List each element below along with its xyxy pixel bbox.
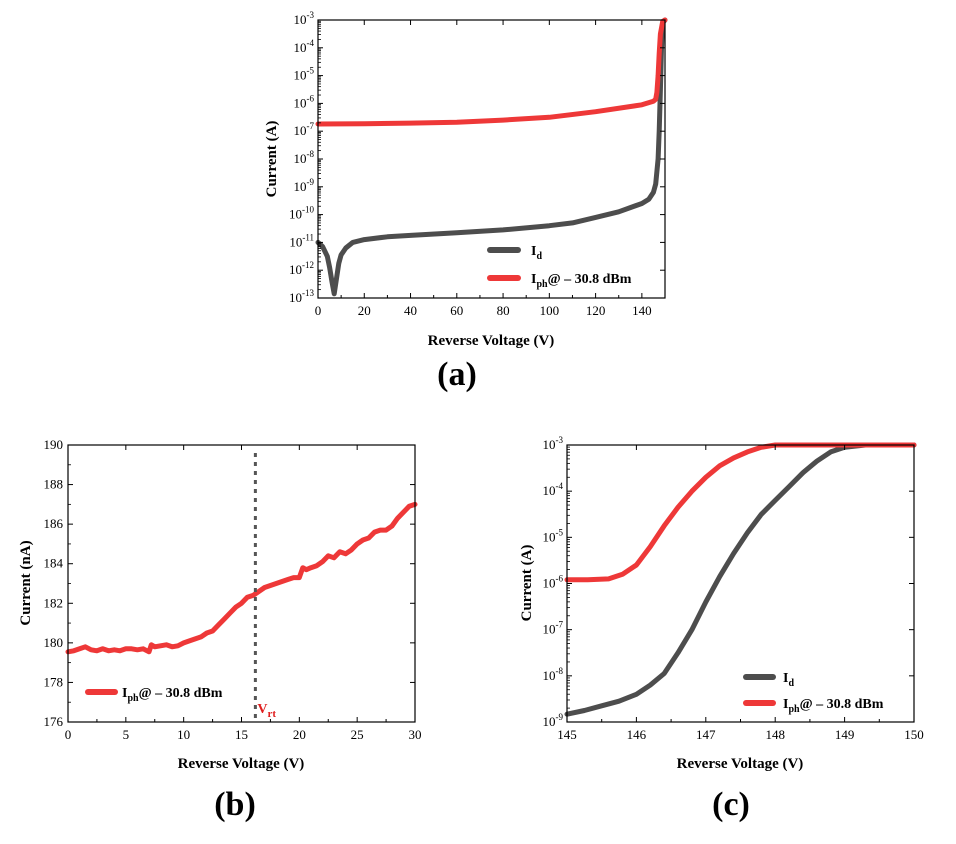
panel-b-ylabel: Current (nA) — [18, 540, 34, 625]
y-tick-label: 10-6 — [543, 574, 564, 591]
x-tick-label: 120 — [586, 303, 606, 318]
panel-c-legend: Id Iph@ – 30.8 dBm — [743, 671, 884, 715]
x-tick-label: 20 — [358, 303, 371, 318]
legend-label-iph: Iph@ – 30.8 dBm — [783, 697, 884, 715]
legend-label-iph: Iph@ – 30.8 dBm — [122, 686, 223, 704]
y-tick-label: 10-9 — [294, 177, 315, 194]
y-tick-label: 10-7 — [543, 620, 564, 637]
x-tick-label: 25 — [351, 727, 364, 742]
x-tick-label: 60 — [450, 303, 463, 318]
panel-c-xlabel: Reverse Voltage (V) — [677, 756, 804, 772]
panel-c-caption: (c) — [712, 786, 750, 823]
panel-b-xlabel: Reverse Voltage (V) — [178, 756, 305, 772]
panel-a-plot-frame — [317, 19, 666, 299]
x-tick-label: 10 — [177, 727, 190, 742]
panel-a-xlabel: Reverse Voltage (V) — [428, 333, 555, 349]
panel-b-caption: (b) — [214, 786, 256, 823]
y-tick-label: 182 — [44, 595, 64, 610]
y-tick-label: 10-8 — [543, 666, 564, 683]
series-line-dark — [564, 442, 917, 717]
legend-label-iph: Iph@ – 30.8 dBm — [531, 272, 632, 290]
x-tick-label: 40 — [404, 303, 417, 318]
x-tick-label: 147 — [696, 727, 716, 742]
y-tick-label: 186 — [44, 516, 64, 531]
y-tick-label: 10-12 — [289, 260, 314, 277]
x-tick-label: 0 — [65, 727, 72, 742]
legend-label-id: Id — [531, 244, 542, 262]
x-tick-label: 146 — [627, 727, 647, 742]
y-tick-label: 10-3 — [294, 10, 315, 27]
y-tick-label: 188 — [44, 477, 64, 492]
panel-a-legend: Id Iph@ – 30.8 dBm — [487, 244, 632, 290]
y-tick-label: 178 — [44, 674, 64, 689]
y-tick-label: 10-10 — [289, 205, 314, 222]
y-tick-label: 10-3 — [543, 435, 564, 452]
panel-c-ylabel: Current (A) — [519, 545, 535, 622]
panel-b-legend: Iph@ – 30.8 dBm — [85, 686, 223, 704]
series-line-red — [65, 501, 418, 655]
y-tick-label: 10-5 — [543, 527, 564, 544]
x-tick-label: 20 — [293, 727, 306, 742]
x-tick-label: 100 — [540, 303, 560, 318]
x-tick-label: 148 — [765, 727, 785, 742]
panel-b-plot-frame — [67, 444, 416, 723]
series-line-red — [564, 442, 917, 583]
y-tick-label: 176 — [44, 714, 64, 729]
panel-b: 0 5 10 15 20 25 30 176 178 180 182 184 186 188 190 Vrt… — [18, 437, 422, 823]
y-tick-label: 184 — [44, 556, 64, 571]
x-tick-label: 15 — [235, 727, 248, 742]
series-line-red — [315, 17, 668, 127]
y-tick-label: 10-9 — [543, 712, 564, 729]
x-tick-label: 150 — [904, 727, 924, 742]
y-tick-label: 10-4 — [294, 38, 315, 55]
panel-a-caption: (a) — [437, 356, 477, 393]
y-tick-label: 180 — [44, 635, 64, 650]
y-tick-label: 10-4 — [543, 481, 564, 498]
vrt-marker-label: Vrt — [257, 702, 276, 720]
y-tick-label: 10-11 — [289, 232, 314, 249]
y-tick-label: 10-13 — [289, 288, 314, 305]
x-tick-label: 145 — [557, 727, 577, 742]
x-tick-label: 149 — [835, 727, 855, 742]
y-tick-label: 190 — [44, 437, 64, 452]
panel-a: 0 20 40 60 80 100 120 140 10-13 10-12 10-11 10-10 10… — [264, 10, 668, 393]
panel-c: 145 146 147 148 149 150 10-9 10-8 10-7 10-6 10-5 10… — [519, 435, 924, 823]
panel-a-ylabel: Current (A) — [264, 121, 280, 198]
series-line-dark — [315, 17, 668, 297]
legend-label-id: Id — [783, 671, 794, 689]
y-tick-label: 10-5 — [294, 66, 315, 83]
panel-c-plot-frame — [566, 444, 915, 723]
y-tick-label: 10-8 — [294, 149, 315, 166]
x-tick-label: 0 — [315, 303, 322, 318]
x-tick-label: 140 — [632, 303, 652, 318]
y-tick-label: 10-7 — [294, 121, 315, 138]
x-tick-label: 5 — [123, 727, 130, 742]
x-tick-label: 80 — [497, 303, 510, 318]
y-tick-label: 10-6 — [294, 93, 315, 110]
x-tick-label: 30 — [409, 727, 422, 742]
